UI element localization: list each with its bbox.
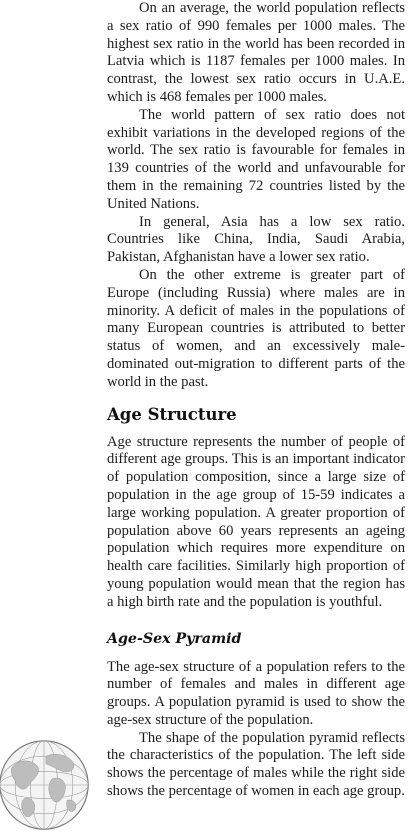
paragraph-world-pattern: The world pattern of sex ratio does not … [107, 106, 405, 212]
section-gap [107, 392, 405, 405]
globe-decoration [0, 740, 89, 830]
text-page: On an average, the world population refl… [107, 0, 405, 801]
paragraph-world-sex-ratio: On an average, the world population refl… [107, 0, 405, 105]
age-sex-pyramid-heading: Age-Sex Pyramid [107, 630, 242, 647]
paragraph-pyramid-definition: The age-sex structure of a population re… [107, 658, 405, 728]
paragraph-asia: In general, Asia has a low sex ratio. Co… [107, 213, 405, 266]
paragraph-pyramid-shape: The shape of the population pyramid refl… [107, 729, 405, 800]
age-structure-heading: Age Structure [107, 404, 237, 424]
paragraph-age-structure: Age structure represents the number of p… [107, 433, 405, 610]
paragraph-europe: On the other extreme is greater part of … [107, 266, 405, 390]
